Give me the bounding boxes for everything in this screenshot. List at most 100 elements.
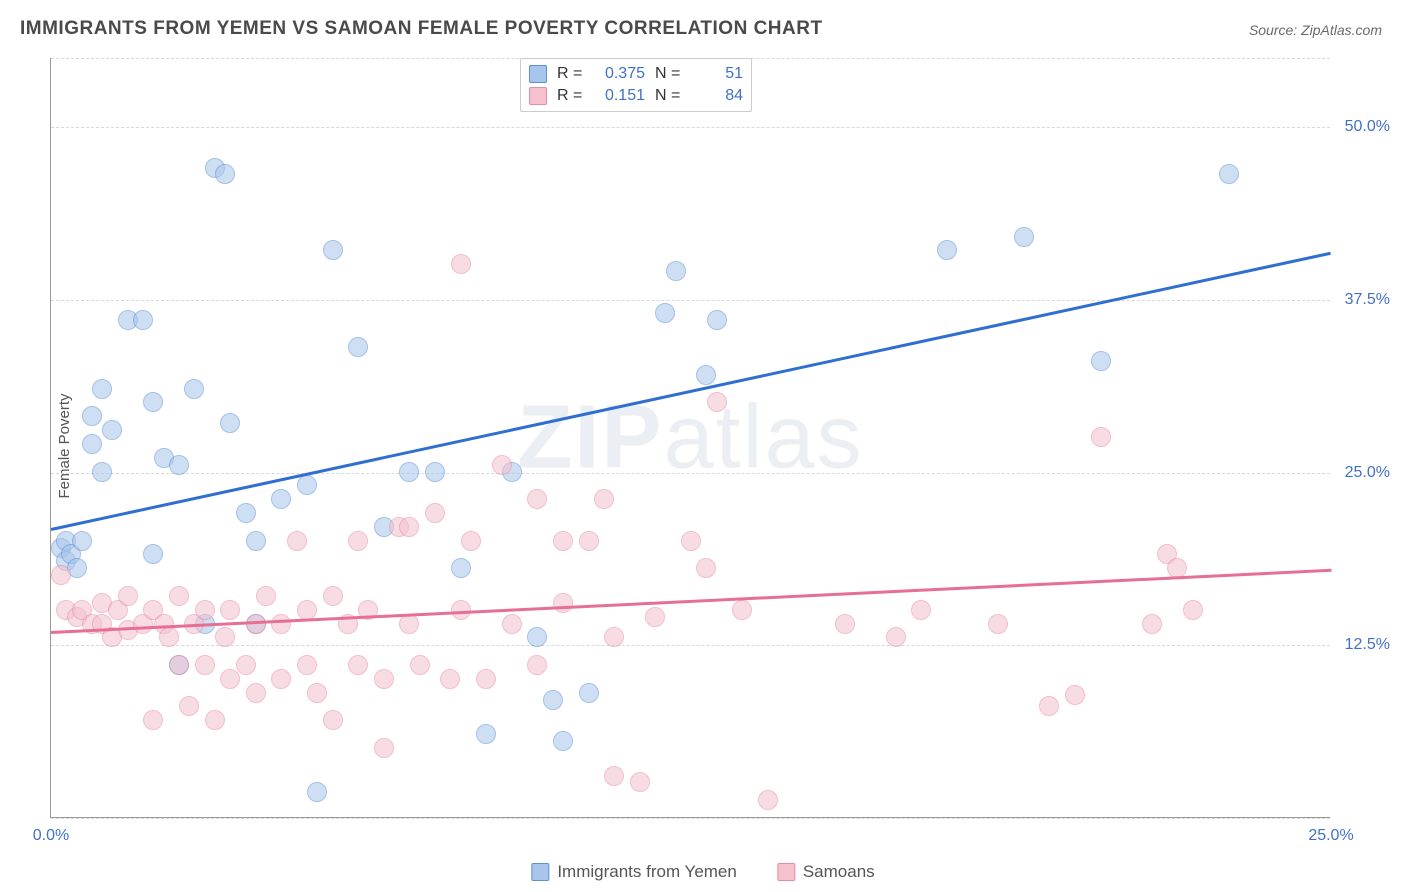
data-point <box>911 600 931 620</box>
source-label: Source: ZipAtlas.com <box>1249 22 1382 38</box>
data-point <box>696 558 716 578</box>
data-point <box>988 614 1008 634</box>
r-label: R = <box>557 87 585 105</box>
data-point <box>604 766 624 786</box>
data-point <box>461 531 481 551</box>
data-point <box>886 627 906 647</box>
gridline <box>51 127 1330 128</box>
data-point <box>1183 600 1203 620</box>
data-point <box>527 627 547 647</box>
data-point <box>630 772 650 792</box>
data-point <box>169 655 189 675</box>
y-tick-label: 25.0% <box>1345 464 1390 482</box>
data-point <box>645 607 665 627</box>
gridline <box>51 818 1330 819</box>
data-point <box>215 627 235 647</box>
data-point <box>184 379 204 399</box>
data-point <box>118 586 138 606</box>
data-point <box>72 531 92 551</box>
data-point <box>159 627 179 647</box>
r-value: 0.375 <box>595 65 645 83</box>
data-point <box>1065 685 1085 705</box>
data-point <box>1142 614 1162 634</box>
data-point <box>527 655 547 675</box>
data-point <box>666 261 686 281</box>
data-point <box>297 655 317 675</box>
data-point <box>707 310 727 330</box>
data-point <box>92 462 112 482</box>
data-point <box>220 600 240 620</box>
data-point <box>374 738 394 758</box>
data-point <box>246 683 266 703</box>
data-point <box>579 683 599 703</box>
data-point <box>51 565 71 585</box>
data-point <box>179 696 199 716</box>
data-point <box>143 710 163 730</box>
data-point <box>297 600 317 620</box>
data-point <box>169 586 189 606</box>
data-point <box>169 455 189 475</box>
data-point <box>655 303 675 323</box>
data-point <box>1219 164 1239 184</box>
data-point <box>307 683 327 703</box>
data-point <box>143 544 163 564</box>
series-legend: Immigrants from Yemen Samoans <box>531 862 874 882</box>
data-point <box>476 669 496 689</box>
data-point <box>707 392 727 412</box>
y-tick-label: 12.5% <box>1345 636 1390 654</box>
data-point <box>323 240 343 260</box>
r-label: R = <box>557 65 585 83</box>
legend-swatch-icon <box>529 65 547 83</box>
data-point <box>696 365 716 385</box>
x-tick-label: 0.0% <box>33 827 69 845</box>
data-point <box>1091 351 1111 371</box>
legend-swatch-icon <box>529 87 547 105</box>
data-point <box>451 254 471 274</box>
n-label: N = <box>655 65 683 83</box>
n-value: 84 <box>693 87 743 105</box>
n-label: N = <box>655 87 683 105</box>
data-point <box>348 655 368 675</box>
data-point <box>82 406 102 426</box>
plot-area: ZIPatlas 12.5%25.0%37.5%50.0%0.0%25.0% <box>50 58 1330 818</box>
data-point <box>1039 696 1059 716</box>
data-point <box>502 614 522 634</box>
legend-item: Samoans <box>777 862 875 882</box>
legend-swatch-icon <box>531 863 549 881</box>
data-point <box>220 413 240 433</box>
data-point <box>297 475 317 495</box>
data-point <box>553 731 573 751</box>
data-point <box>102 420 122 440</box>
n-value: 51 <box>693 65 743 83</box>
gridline <box>51 300 1330 301</box>
gridline <box>51 473 1330 474</box>
y-tick-label: 50.0% <box>1345 118 1390 136</box>
data-point <box>553 531 573 551</box>
data-point <box>236 503 256 523</box>
data-point <box>271 669 291 689</box>
data-point <box>271 614 291 634</box>
data-point <box>476 724 496 744</box>
data-point <box>604 627 624 647</box>
data-point <box>399 462 419 482</box>
stats-legend-row: R = 0.151 N = 84 <box>529 85 743 107</box>
data-point <box>215 164 235 184</box>
data-point <box>410 655 430 675</box>
data-point <box>681 531 701 551</box>
data-point <box>399 517 419 537</box>
data-point <box>236 655 256 675</box>
r-value: 0.151 <box>595 87 645 105</box>
data-point <box>348 531 368 551</box>
gridline <box>51 645 1330 646</box>
x-tick-label: 25.0% <box>1308 827 1353 845</box>
legend-item: Immigrants from Yemen <box>531 862 737 882</box>
data-point <box>323 586 343 606</box>
stats-legend-row: R = 0.375 N = 51 <box>529 63 743 85</box>
data-point <box>553 593 573 613</box>
data-point <box>307 782 327 802</box>
trend-line <box>51 569 1331 634</box>
data-point <box>732 600 752 620</box>
data-point <box>246 531 266 551</box>
data-point <box>287 531 307 551</box>
data-point <box>594 489 614 509</box>
